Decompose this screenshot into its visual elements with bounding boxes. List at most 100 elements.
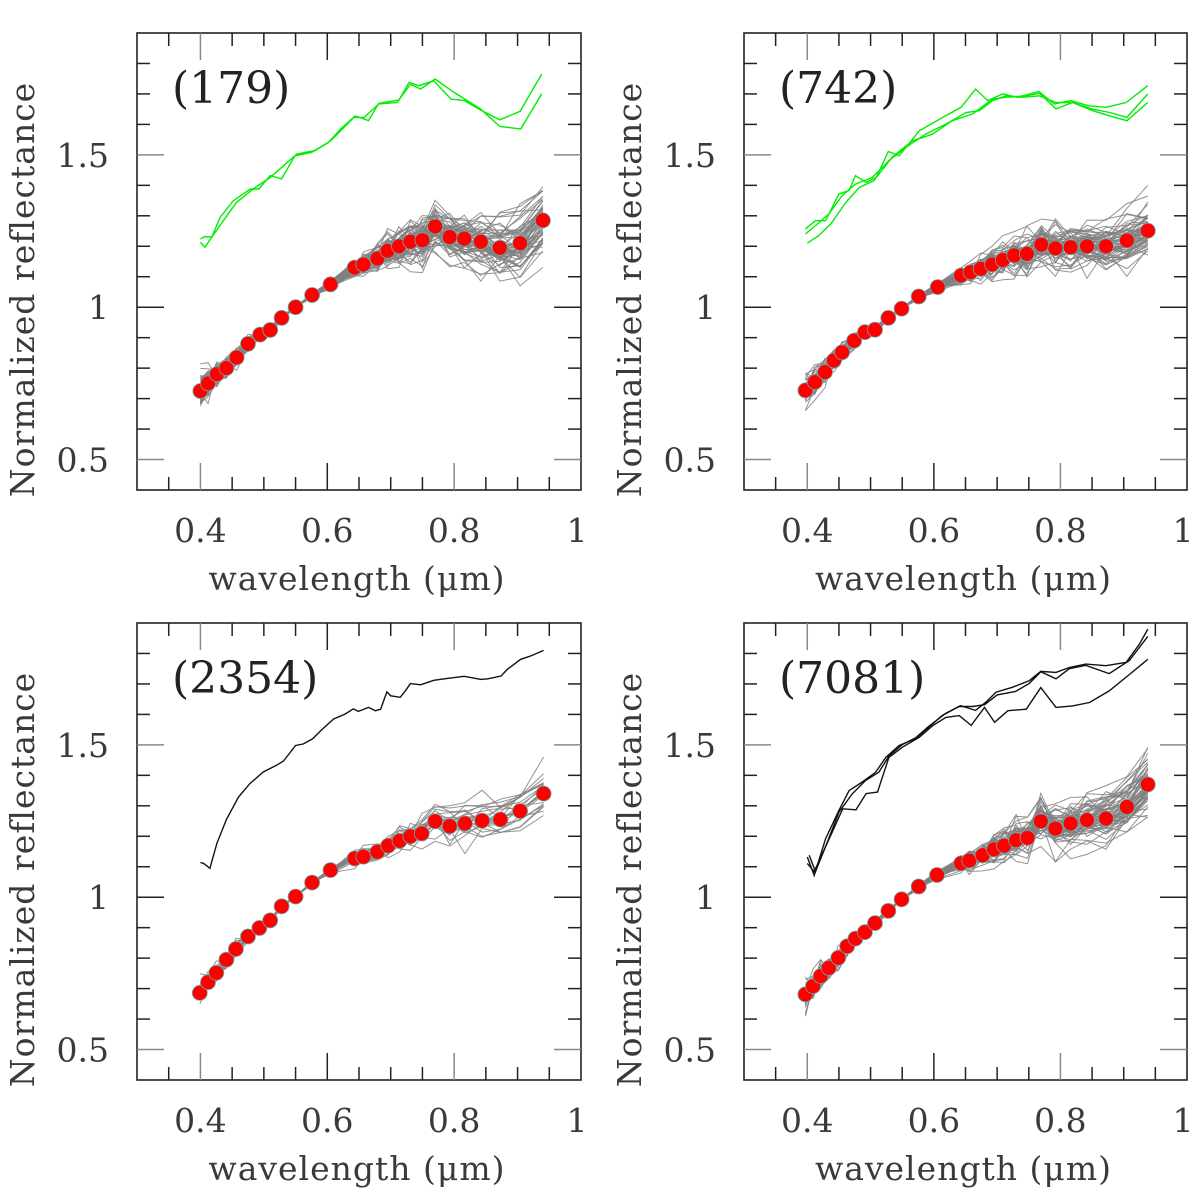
mean-point xyxy=(441,229,458,246)
ensemble-line xyxy=(199,189,544,404)
ensemble-line xyxy=(200,199,544,397)
mean-point xyxy=(893,891,910,908)
ensemble-line xyxy=(805,237,1149,387)
ensemble-line xyxy=(804,813,1148,992)
reference-spectrum-line xyxy=(199,78,543,249)
mean-point xyxy=(322,276,339,293)
x-axis-title: wavelength (μm) xyxy=(815,559,1112,598)
x-tick-label: 0.4 xyxy=(781,511,833,550)
mean-point xyxy=(1119,232,1135,249)
mean-point xyxy=(1119,799,1135,815)
ensemble-line xyxy=(805,816,1149,991)
panel-7081: (7081) wavelength (μm) Normalized reflec… xyxy=(610,622,1194,1188)
ensemble-line xyxy=(804,763,1149,1002)
ensemble-line xyxy=(199,791,544,993)
ensemble-line xyxy=(199,788,544,994)
mean-point xyxy=(867,321,883,338)
mean-point xyxy=(820,960,837,976)
ensemble-line xyxy=(805,784,1149,991)
x-tick-label: 1 xyxy=(567,1101,588,1140)
y-tick-label: 0.5 xyxy=(664,1031,716,1070)
ensemble-line xyxy=(199,203,544,400)
x-tick-label: 0.8 xyxy=(1034,1101,1086,1140)
mean-point xyxy=(817,364,833,381)
y-tick-label: 1 xyxy=(695,878,716,917)
x-tick-label: 1 xyxy=(567,511,588,550)
reference-spectra xyxy=(199,73,543,249)
ensemble-line xyxy=(805,238,1149,380)
ticks xyxy=(137,623,581,1080)
mean-point xyxy=(456,230,473,247)
ensemble-line xyxy=(199,802,544,997)
mean-point xyxy=(262,912,279,929)
mean-point xyxy=(273,898,290,915)
y-tick-label: 0.5 xyxy=(57,441,109,480)
ensemble-line xyxy=(199,790,544,999)
y-axis-title: Normalized reflectance xyxy=(610,672,649,1087)
mean-point xyxy=(413,825,430,842)
ensemble-line xyxy=(805,226,1148,399)
mean-point xyxy=(355,256,372,273)
x-tick-label: 0.8 xyxy=(1034,511,1086,550)
mean-point xyxy=(240,928,256,945)
ensemble-line xyxy=(199,815,544,986)
y-axis-title: Normalized reflectance xyxy=(610,82,649,497)
ensemble-lines xyxy=(804,747,1149,1017)
mean-point xyxy=(414,232,431,249)
reference-spectrum-line xyxy=(804,93,1149,235)
mean-point xyxy=(251,920,268,936)
ensemble-line xyxy=(199,215,544,398)
mean-point xyxy=(1032,813,1049,830)
mean-point xyxy=(228,349,245,366)
x-tick-label: 0.6 xyxy=(301,511,353,550)
plot-area xyxy=(136,622,582,1081)
mean-point xyxy=(910,878,927,895)
ensemble-line xyxy=(200,190,544,388)
y-tick-label: 1.5 xyxy=(664,726,716,765)
mean-point xyxy=(1098,810,1114,827)
mean-point xyxy=(1047,240,1064,257)
ensemble-line xyxy=(199,782,544,1005)
ensemble-line xyxy=(805,795,1149,989)
ensemble-lines xyxy=(804,185,1149,412)
ensemble-line xyxy=(804,781,1149,1004)
mean-point xyxy=(492,811,509,828)
ensemble-line xyxy=(805,767,1149,997)
tick-labels: 0.4 0.6 0.8 1 0.5 1 1.5 xyxy=(664,136,1194,550)
mean-point xyxy=(240,335,256,352)
mean-point xyxy=(512,235,528,252)
panel-179: (179) wavelength (μm) Normalized reflect… xyxy=(3,32,588,598)
reference-spectrum-line xyxy=(806,92,1149,244)
mean-point xyxy=(227,941,244,957)
mean-point xyxy=(355,848,372,865)
mean-point xyxy=(834,344,850,361)
mean-point xyxy=(807,374,823,391)
ensemble-line xyxy=(804,226,1148,395)
ensemble-line xyxy=(805,225,1149,393)
mean-point xyxy=(427,813,444,830)
ensemble-line xyxy=(805,761,1149,992)
panel-label: (179) xyxy=(172,63,290,114)
mean-point xyxy=(880,309,897,326)
ensemble-line xyxy=(805,229,1148,380)
mean-point xyxy=(1079,238,1095,255)
panel-2354: (2354) wavelength (μm) Normalized reflec… xyxy=(3,622,588,1188)
reference-spectrum-line xyxy=(808,635,1149,874)
ticks xyxy=(137,33,581,490)
mean-point xyxy=(287,888,304,905)
ensemble-line xyxy=(804,228,1149,391)
x-tick-label: 1 xyxy=(1173,511,1194,550)
ensemble-line xyxy=(199,778,544,997)
mean-point xyxy=(191,985,208,1001)
reference-spectra xyxy=(806,628,1149,878)
plot-area xyxy=(743,32,1188,491)
y-axis-title: Normalized reflectance xyxy=(3,672,42,1087)
mean-point xyxy=(304,874,321,891)
x-axis-title: wavelength (μm) xyxy=(208,559,505,598)
x-tick-label: 0.6 xyxy=(908,1101,960,1140)
mean-point xyxy=(287,299,304,316)
mean-point xyxy=(1139,776,1156,793)
reference-spectra xyxy=(200,649,544,870)
x-tick-label: 0.8 xyxy=(428,511,480,550)
plot-area xyxy=(743,622,1188,1081)
